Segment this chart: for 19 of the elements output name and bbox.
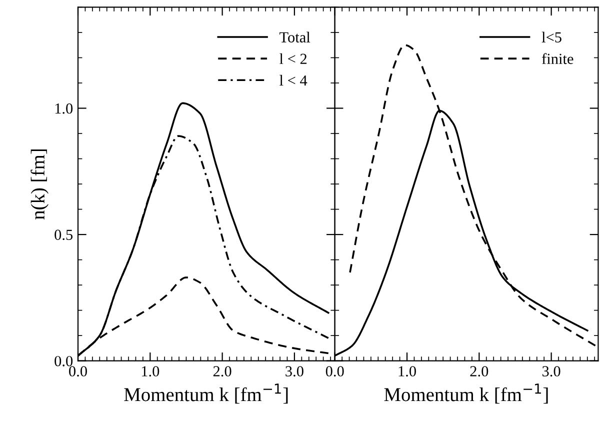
legend-label: finite [542,53,574,64]
legend-label: l < 2 [280,53,307,64]
x-axis-title: Momentum k [fm$^{−1}$] [384,384,548,404]
x-tick-label: 2.0 [213,366,232,376]
legend-label: l<5 [542,32,562,42]
x-tick-label: 1.0 [398,366,416,376]
y-tick-label: 1.0 [55,103,73,114]
x-axis-title: Momentum k [fm$^{−1}$] [124,384,288,404]
x-tick-label: 2.0 [470,366,488,376]
y-tick-label: 0.0 [54,356,73,366]
x-tick-label: 3.0 [286,366,304,376]
y-tick-label: 0.5 [54,230,73,240]
x-tick-label: 0.0 [326,366,344,376]
x-tick-label: 3.0 [542,366,560,376]
legend-label: Total [280,32,310,42]
x-tick-label: 1.0 [142,366,160,376]
y-axis-title: n(k) [fm] [30,150,48,220]
x-tick-label: 0.0 [69,366,87,376]
legend-label: l < 4 [280,74,308,86]
